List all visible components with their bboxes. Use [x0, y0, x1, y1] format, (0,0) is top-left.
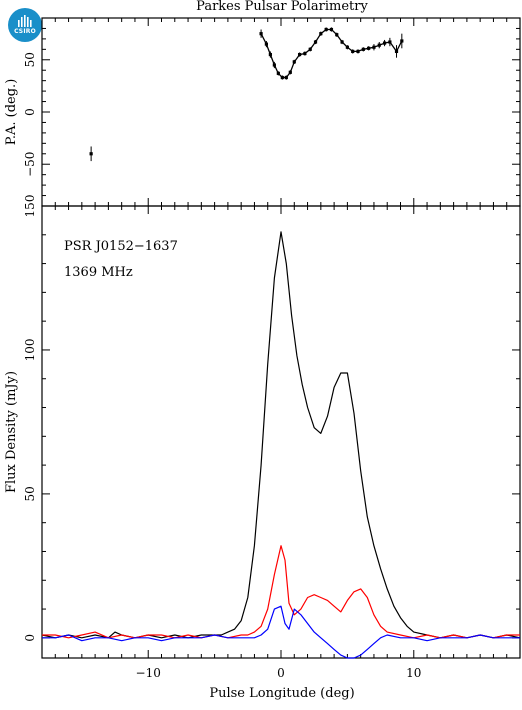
- flux-y-tick-label: 100: [23, 338, 37, 361]
- circular-polarization-line: [42, 605, 520, 659]
- frequency-annotation: 1369 MHz: [64, 265, 133, 280]
- pa-axes: −50 0 50: [23, 17, 521, 207]
- pa-data-point: [284, 75, 288, 80]
- total-intensity-line: [41, 231, 521, 639]
- pa-data-point: [340, 40, 344, 44]
- flux-y-axis-label: Flux Density (mJy): [4, 371, 19, 493]
- pa-data-point: [361, 47, 365, 51]
- pa-data-point: [372, 45, 376, 49]
- pa-data-point: [268, 52, 272, 57]
- pa-data-point: [264, 42, 268, 46]
- logo-text: CSIRO: [14, 28, 36, 35]
- pa-y-tick-label: 0: [23, 108, 37, 116]
- pa-data-point: [388, 40, 392, 44]
- pa-data-point: [356, 49, 360, 54]
- pulsar-name-annotation: PSR J0152−1637: [64, 239, 178, 254]
- pa-y-tick-label: 50: [23, 52, 37, 67]
- flux-y-tick-label: 50: [23, 486, 37, 501]
- chart-title: Parkes Pulsar Polarimetry: [196, 0, 368, 14]
- flux-x-tick-label: 0: [277, 666, 285, 680]
- flux-x-tick-label: 10: [406, 666, 421, 680]
- flux-y-tick-label: 0: [23, 634, 37, 642]
- flux-series-lines: [41, 231, 521, 659]
- pa-data-point: [303, 51, 307, 56]
- pa-data-point: [89, 152, 93, 156]
- pa-data-point: [377, 43, 381, 47]
- pa-data-point: [276, 71, 280, 75]
- pa-data-point: [367, 46, 371, 50]
- csiro-logo: CSIRO: [8, 8, 42, 42]
- pa-y-tick-label: −50: [23, 152, 37, 177]
- pa-data-point: [292, 60, 296, 64]
- pa-data-point: [351, 49, 355, 54]
- pa-connecting-line: [260, 28, 403, 79]
- pa-data-point: [297, 52, 302, 57]
- pa-data-point: [308, 47, 312, 51]
- pa-plot-frame: [41, 17, 521, 207]
- pa-data-point: [280, 75, 284, 80]
- pa-data-point: [394, 49, 399, 54]
- pa-data-point: [382, 41, 387, 45]
- pa-y-axis-label: P.A. (deg.): [4, 79, 19, 146]
- pa-data-point: [259, 32, 263, 36]
- position-angle-panel: −50 0 50 P.A. (deg.): [4, 17, 521, 207]
- logo-bars-icon: [18, 15, 32, 27]
- flux-y-tick-label: 150: [23, 195, 37, 218]
- x-axis-label: Pulse Longitude (deg): [209, 686, 354, 701]
- flux-x-tick-label: −10: [136, 666, 161, 680]
- pa-data-point: [288, 70, 292, 74]
- pa-data-point: [272, 63, 276, 67]
- pa-data-point: [324, 27, 328, 32]
- pa-data-point: [319, 32, 323, 36]
- pa-data-point: [329, 27, 334, 32]
- pa-data-point: [335, 33, 339, 37]
- pa-data-point: [313, 40, 318, 44]
- linear-polarization-line: [42, 545, 520, 639]
- pa-data-point: [345, 45, 349, 49]
- pa-data-point: [400, 39, 404, 43]
- pa-data-points: [89, 27, 404, 162]
